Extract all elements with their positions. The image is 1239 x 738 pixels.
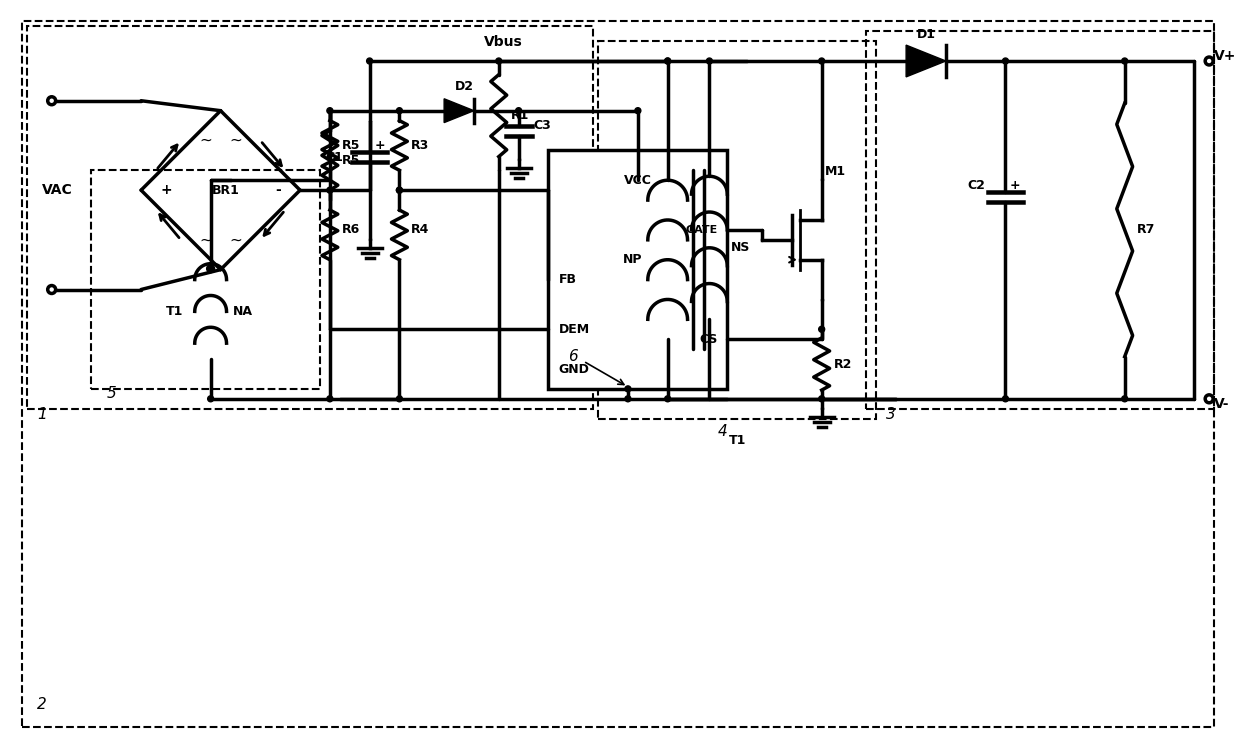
Circle shape [496,58,502,64]
Text: 2: 2 [37,697,47,711]
Text: -: - [275,183,281,197]
Text: 3: 3 [886,407,896,421]
Polygon shape [444,99,475,123]
Text: VCC: VCC [624,173,652,187]
Circle shape [327,187,333,193]
Text: DEM: DEM [559,323,590,336]
Circle shape [624,386,631,392]
Text: R5: R5 [342,139,361,152]
Circle shape [515,108,522,114]
FancyBboxPatch shape [549,151,727,389]
Text: VAC: VAC [42,183,73,197]
Text: 5: 5 [107,386,116,401]
Text: BR1: BR1 [212,184,239,196]
Text: +: + [160,183,172,197]
Circle shape [624,396,631,401]
Circle shape [1002,58,1009,64]
Text: R3: R3 [411,139,430,152]
Circle shape [1121,396,1127,401]
Text: V-: V- [1214,397,1229,411]
Text: ~: ~ [199,133,212,148]
Text: 1: 1 [37,407,47,421]
Text: ~: ~ [199,232,212,247]
Circle shape [207,265,214,272]
Text: D2: D2 [455,80,473,93]
Text: T1: T1 [729,434,746,446]
Text: 4: 4 [717,424,727,438]
Text: FB: FB [559,273,576,286]
Text: NS: NS [731,241,751,255]
Circle shape [664,396,670,401]
Text: GND: GND [559,362,590,376]
Circle shape [705,177,714,185]
Circle shape [706,58,712,64]
Circle shape [396,108,403,114]
Text: C3: C3 [534,119,551,132]
Text: R5: R5 [342,154,361,167]
Circle shape [327,108,333,114]
Text: 6: 6 [569,349,579,364]
Circle shape [819,396,825,401]
Text: NA: NA [233,305,253,318]
Text: C2: C2 [968,179,985,192]
Circle shape [327,396,333,401]
Text: +: + [374,139,385,152]
Circle shape [819,326,825,332]
Circle shape [396,396,403,401]
Circle shape [819,58,825,64]
Text: +: + [1010,179,1020,192]
Circle shape [1121,58,1127,64]
Circle shape [367,58,373,64]
Polygon shape [906,45,945,77]
Text: D1: D1 [917,28,935,41]
Circle shape [634,108,641,114]
Text: CS: CS [699,333,717,345]
Text: R4: R4 [411,224,430,236]
Text: R2: R2 [834,357,852,370]
Circle shape [208,396,213,401]
Text: NP: NP [623,253,643,266]
Circle shape [663,186,672,195]
Text: ~: ~ [229,232,242,247]
Text: C1: C1 [325,151,343,164]
Circle shape [1002,396,1009,401]
Text: ~: ~ [229,133,242,148]
Text: R1: R1 [510,109,529,123]
Text: R7: R7 [1136,224,1155,236]
Text: T1: T1 [166,305,183,318]
Text: M1: M1 [825,165,846,179]
Circle shape [664,58,670,64]
Text: R6: R6 [342,224,361,236]
Circle shape [664,58,670,64]
Text: V+: V+ [1214,49,1237,63]
Text: Vbus: Vbus [484,35,523,49]
Text: GATE: GATE [685,225,717,235]
Circle shape [396,187,403,193]
Circle shape [396,187,403,193]
